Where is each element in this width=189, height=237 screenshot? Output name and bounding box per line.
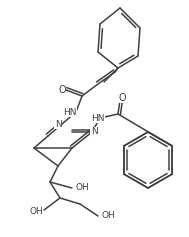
Text: HN: HN — [63, 108, 77, 117]
Text: OH: OH — [29, 208, 43, 217]
Text: OH: OH — [101, 211, 115, 220]
Text: HN: HN — [91, 114, 105, 123]
Text: O: O — [118, 93, 126, 103]
Text: O: O — [58, 85, 66, 95]
Text: OH: OH — [75, 183, 89, 192]
Text: N: N — [91, 128, 97, 137]
Text: N: N — [55, 119, 61, 128]
